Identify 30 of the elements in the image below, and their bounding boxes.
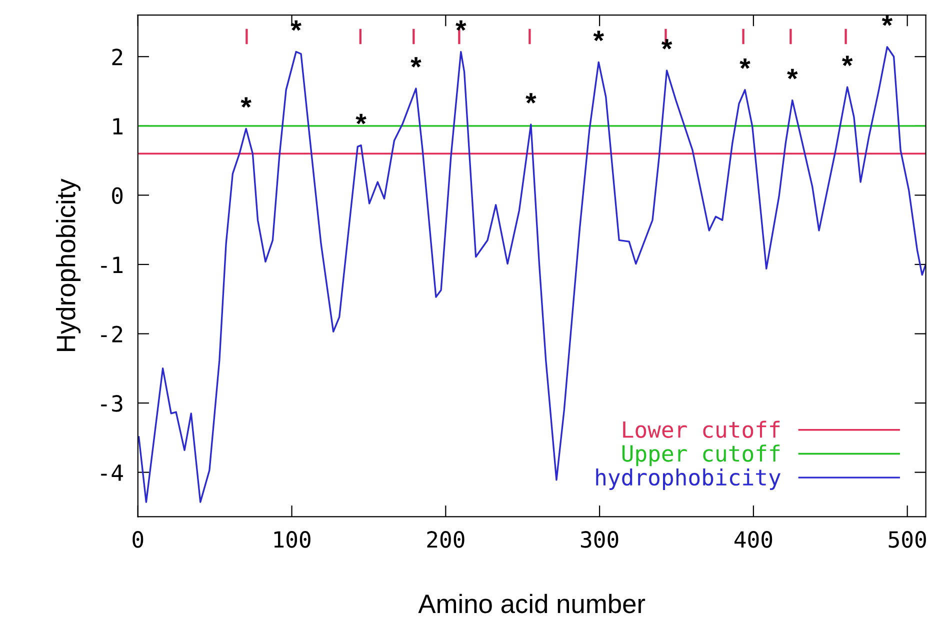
- x-tick-label: 0: [132, 531, 144, 548]
- y-tick-label: -3: [101, 395, 122, 412]
- y-tick-label: -2: [101, 326, 122, 342]
- annotation: *: [787, 68, 798, 80]
- annotation: *: [356, 114, 366, 124]
- x-tick-label: 400: [734, 531, 772, 548]
- annotation: *: [240, 97, 252, 108]
- annotation: *: [290, 20, 302, 31]
- annotation: *: [882, 16, 893, 26]
- x-tick-label: 300: [580, 531, 618, 548]
- annotation: *: [456, 20, 466, 31]
- y-tick-label: -1: [101, 256, 122, 273]
- y-tick-label: 1: [113, 118, 122, 134]
- annotation: *: [593, 30, 604, 42]
- y-axis-title: Hydrophobicity: [56, 178, 81, 351]
- x-tick-label: 200: [427, 531, 464, 548]
- legend-label: hydrophobicity: [596, 468, 780, 490]
- x-tick-label: 500: [888, 531, 926, 548]
- x-tick-label: 100: [274, 531, 310, 548]
- legend-label: Upper cutoff: [622, 444, 780, 466]
- annotation: *: [661, 39, 672, 50]
- y-tick-label: -4: [101, 464, 123, 481]
- annotation: *: [526, 93, 536, 104]
- x-axis-title: Amino acid number: [418, 594, 646, 614]
- annotation: *: [842, 56, 853, 66]
- y-tick-label: 2: [112, 48, 122, 66]
- y-tick-label: 0: [112, 187, 123, 204]
- legend-label: Lower cutoff: [623, 420, 780, 438]
- annotation: *: [740, 58, 750, 69]
- annotation: *: [410, 57, 422, 68]
